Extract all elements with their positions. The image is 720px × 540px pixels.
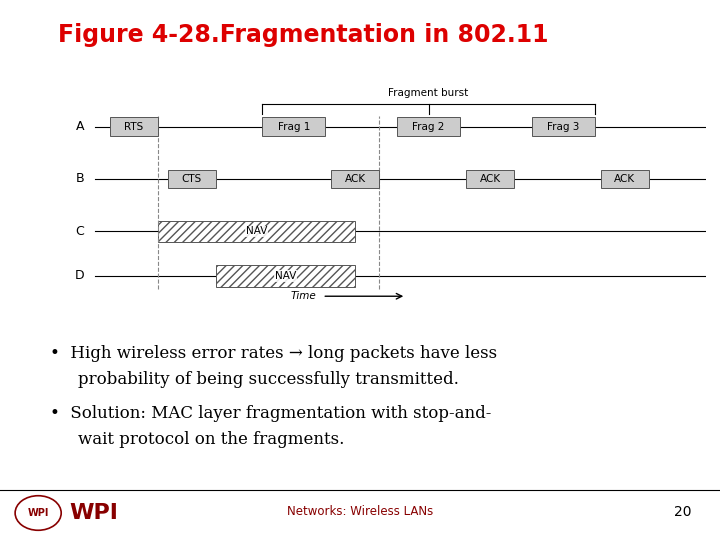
- Text: CTS: CTS: [181, 174, 202, 184]
- Text: NAV: NAV: [275, 271, 296, 281]
- Text: •  High wireless error rates → long packets have less: • High wireless error rates → long packe…: [50, 345, 498, 362]
- FancyBboxPatch shape: [466, 170, 514, 188]
- Text: ACK: ACK: [480, 174, 500, 184]
- Text: •  Solution: MAC layer fragmentation with stop-and-: • Solution: MAC layer fragmentation with…: [50, 405, 492, 422]
- Text: wait protocol on the fragments.: wait protocol on the fragments.: [78, 431, 344, 448]
- Circle shape: [15, 496, 61, 530]
- Text: ACK: ACK: [614, 174, 635, 184]
- Text: Networks: Wireless LANs: Networks: Wireless LANs: [287, 505, 433, 518]
- FancyBboxPatch shape: [600, 170, 649, 188]
- Text: NAV: NAV: [246, 226, 267, 237]
- Text: WPI: WPI: [27, 508, 49, 518]
- Text: probability of being successfully transmitted.: probability of being successfully transm…: [78, 371, 459, 388]
- Text: RTS: RTS: [124, 122, 143, 132]
- FancyBboxPatch shape: [397, 117, 460, 136]
- Text: Fragment burst: Fragment burst: [389, 88, 469, 98]
- Text: Frag 3: Frag 3: [547, 122, 580, 132]
- Text: WPI: WPI: [70, 503, 119, 523]
- Text: Figure 4-28.Fragmentation in 802.11: Figure 4-28.Fragmentation in 802.11: [58, 23, 548, 47]
- Text: 20: 20: [674, 505, 691, 519]
- Text: Time: Time: [291, 291, 316, 301]
- Text: Frag 1: Frag 1: [278, 122, 310, 132]
- Text: B: B: [76, 172, 84, 185]
- Text: D: D: [75, 269, 84, 282]
- FancyBboxPatch shape: [532, 117, 595, 136]
- Text: ACK: ACK: [345, 174, 366, 184]
- Text: Frag 2: Frag 2: [413, 122, 445, 132]
- FancyBboxPatch shape: [158, 221, 355, 242]
- FancyBboxPatch shape: [216, 265, 355, 287]
- Text: A: A: [76, 120, 84, 133]
- Text: C: C: [76, 225, 84, 238]
- FancyBboxPatch shape: [262, 117, 325, 136]
- FancyBboxPatch shape: [331, 170, 379, 188]
- FancyBboxPatch shape: [109, 117, 158, 136]
- FancyBboxPatch shape: [168, 170, 216, 188]
